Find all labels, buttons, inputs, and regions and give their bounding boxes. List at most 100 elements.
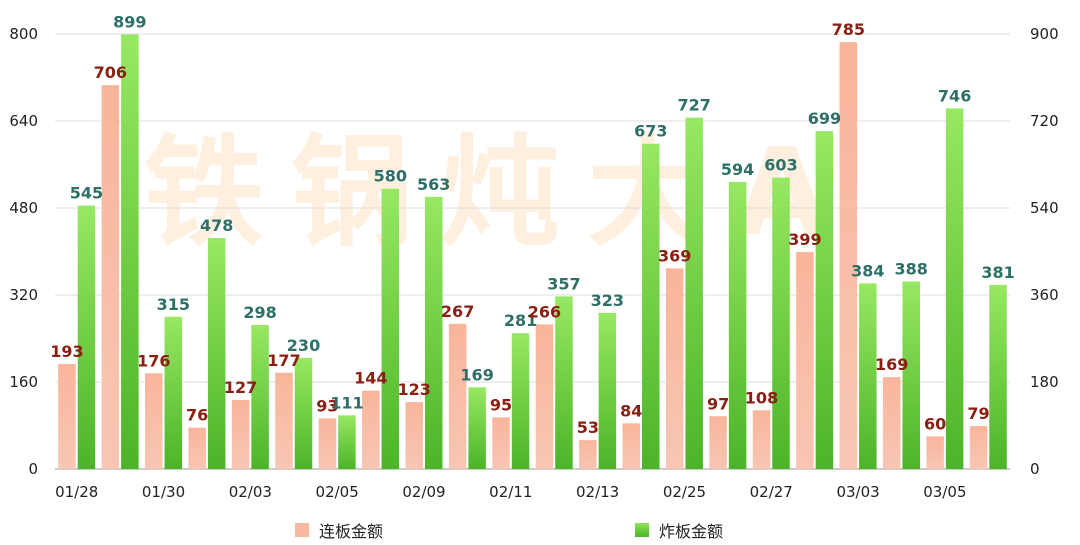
data-label-zhaban: 298 (243, 303, 276, 322)
bar-lianban (535, 324, 554, 469)
legend-swatch-lianban (295, 523, 309, 537)
data-label-zhaban: 746 (938, 86, 971, 105)
x-axis-tick-label: 01/30 (142, 483, 185, 501)
bar-zhaban (338, 415, 356, 469)
bar-lianban (318, 418, 337, 469)
bar-zhaban (294, 357, 313, 469)
data-label-lianban: 267 (441, 302, 474, 321)
x-axis-tick-label: 03/05 (923, 483, 966, 501)
data-label-lianban: 369 (658, 246, 691, 265)
data-label-lianban: 193 (50, 342, 83, 361)
data-label-lianban: 399 (788, 230, 821, 249)
left-axis-tick-label: 160 (9, 373, 38, 391)
bar-lianban (145, 373, 163, 469)
data-label-lianban: 169 (875, 355, 908, 374)
bar-zhaban (772, 177, 790, 470)
bar-lianban (796, 252, 814, 469)
data-label-zhaban: 545 (70, 184, 103, 203)
bar-lianban (448, 323, 467, 469)
left-axis-tick-label: 480 (9, 199, 38, 217)
data-label-zhaban: 603 (764, 156, 797, 175)
bar-lianban (101, 85, 120, 470)
data-label-zhaban: 315 (157, 295, 190, 314)
data-label-lianban: 785 (832, 20, 865, 39)
legend-swatch-zhaban (635, 523, 649, 537)
bar-zhaban (381, 188, 400, 469)
bar-zhaban (598, 312, 617, 469)
bar-zhaban (77, 205, 96, 470)
bar-lianban (969, 426, 988, 469)
x-axis-tick-label: 02/09 (402, 483, 445, 501)
left-axis-tick-label: 0 (28, 460, 38, 478)
x-axis-tick-label: 01/28 (55, 483, 98, 501)
data-label-lianban: 84 (620, 401, 642, 420)
right-axis-tick-label: 540 (1030, 199, 1059, 217)
data-label-zhaban: 580 (374, 167, 407, 186)
x-axis-tick-label: 02/03 (229, 483, 272, 501)
data-label-lianban: 79 (967, 404, 989, 423)
x-axis-tick-label: 03/03 (836, 483, 879, 501)
legend-item-zhaban: 炸板金额 (635, 518, 723, 542)
bar-zhaban (424, 196, 443, 469)
bar-lianban (622, 423, 641, 469)
data-label-lianban: 176 (137, 351, 170, 370)
data-label-lianban: 93 (316, 396, 338, 415)
data-label-zhaban: 899 (113, 12, 146, 31)
data-label-zhaban: 388 (895, 259, 928, 278)
x-axis-tick-label: 02/11 (489, 483, 532, 501)
bar-lianban (752, 410, 771, 469)
bars-group (58, 34, 1007, 470)
data-label-zhaban: 111 (330, 393, 363, 412)
legend-label-lianban: 连板金额 (319, 522, 384, 541)
data-label-lianban: 123 (398, 380, 431, 399)
data-label-zhaban: 230 (287, 336, 320, 355)
bar-zhaban (902, 281, 920, 469)
bar-zhaban (945, 108, 964, 469)
data-label-zhaban: 699 (808, 109, 841, 128)
data-label-zhaban: 323 (591, 291, 624, 310)
data-label-zhaban: 381 (981, 263, 1014, 282)
left-axis-tick-label: 320 (9, 286, 38, 304)
bar-zhaban (815, 131, 834, 469)
right-axis-tick-label: 0 (1030, 460, 1040, 478)
data-label-lianban: 706 (94, 63, 127, 82)
data-label-lianban: 144 (354, 369, 387, 388)
bar-zhaban (207, 237, 226, 469)
bar-zhaban (164, 316, 183, 469)
right-axis-tick-label: 900 (1030, 25, 1059, 43)
left-axis-tick-label: 800 (9, 25, 38, 43)
bar-zhaban (685, 117, 703, 469)
bar-lianban (362, 390, 380, 469)
bar-lianban (405, 402, 423, 469)
data-label-lianban: 97 (707, 394, 729, 413)
bar-zhaban (511, 333, 530, 469)
bar-zhaban (251, 324, 269, 469)
data-label-lianban: 95 (490, 395, 512, 414)
data-label-lianban: 60 (924, 414, 946, 433)
right-axis-tick-label: 360 (1030, 286, 1059, 304)
left-axis-tick-label: 640 (9, 112, 38, 130)
bar-zhaban (989, 284, 1007, 469)
x-axis-tick-label: 02/25 (663, 483, 706, 501)
data-label-lianban: 177 (267, 351, 300, 370)
x-axis-tick-label: 02/05 (316, 483, 359, 501)
data-label-lianban: 53 (577, 418, 599, 437)
bar-zhaban (642, 143, 660, 469)
right-axis-tick-label: 720 (1030, 112, 1059, 130)
bar-lianban (231, 399, 250, 469)
bar-zhaban (555, 296, 573, 469)
bar-zhaban (121, 34, 139, 469)
data-label-zhaban: 169 (460, 365, 493, 384)
data-label-lianban: 127 (224, 378, 257, 397)
data-label-zhaban: 673 (634, 122, 667, 141)
bar-lianban (665, 268, 684, 469)
data-label-lianban: 266 (528, 302, 561, 321)
bar-lianban (926, 436, 944, 469)
x-axis-tick-label: 02/13 (576, 483, 619, 501)
bar-lianban (579, 440, 597, 469)
data-label-lianban: 108 (745, 388, 778, 407)
bar-lianban (839, 42, 858, 469)
legend-label-zhaban: 炸板金额 (659, 522, 724, 541)
